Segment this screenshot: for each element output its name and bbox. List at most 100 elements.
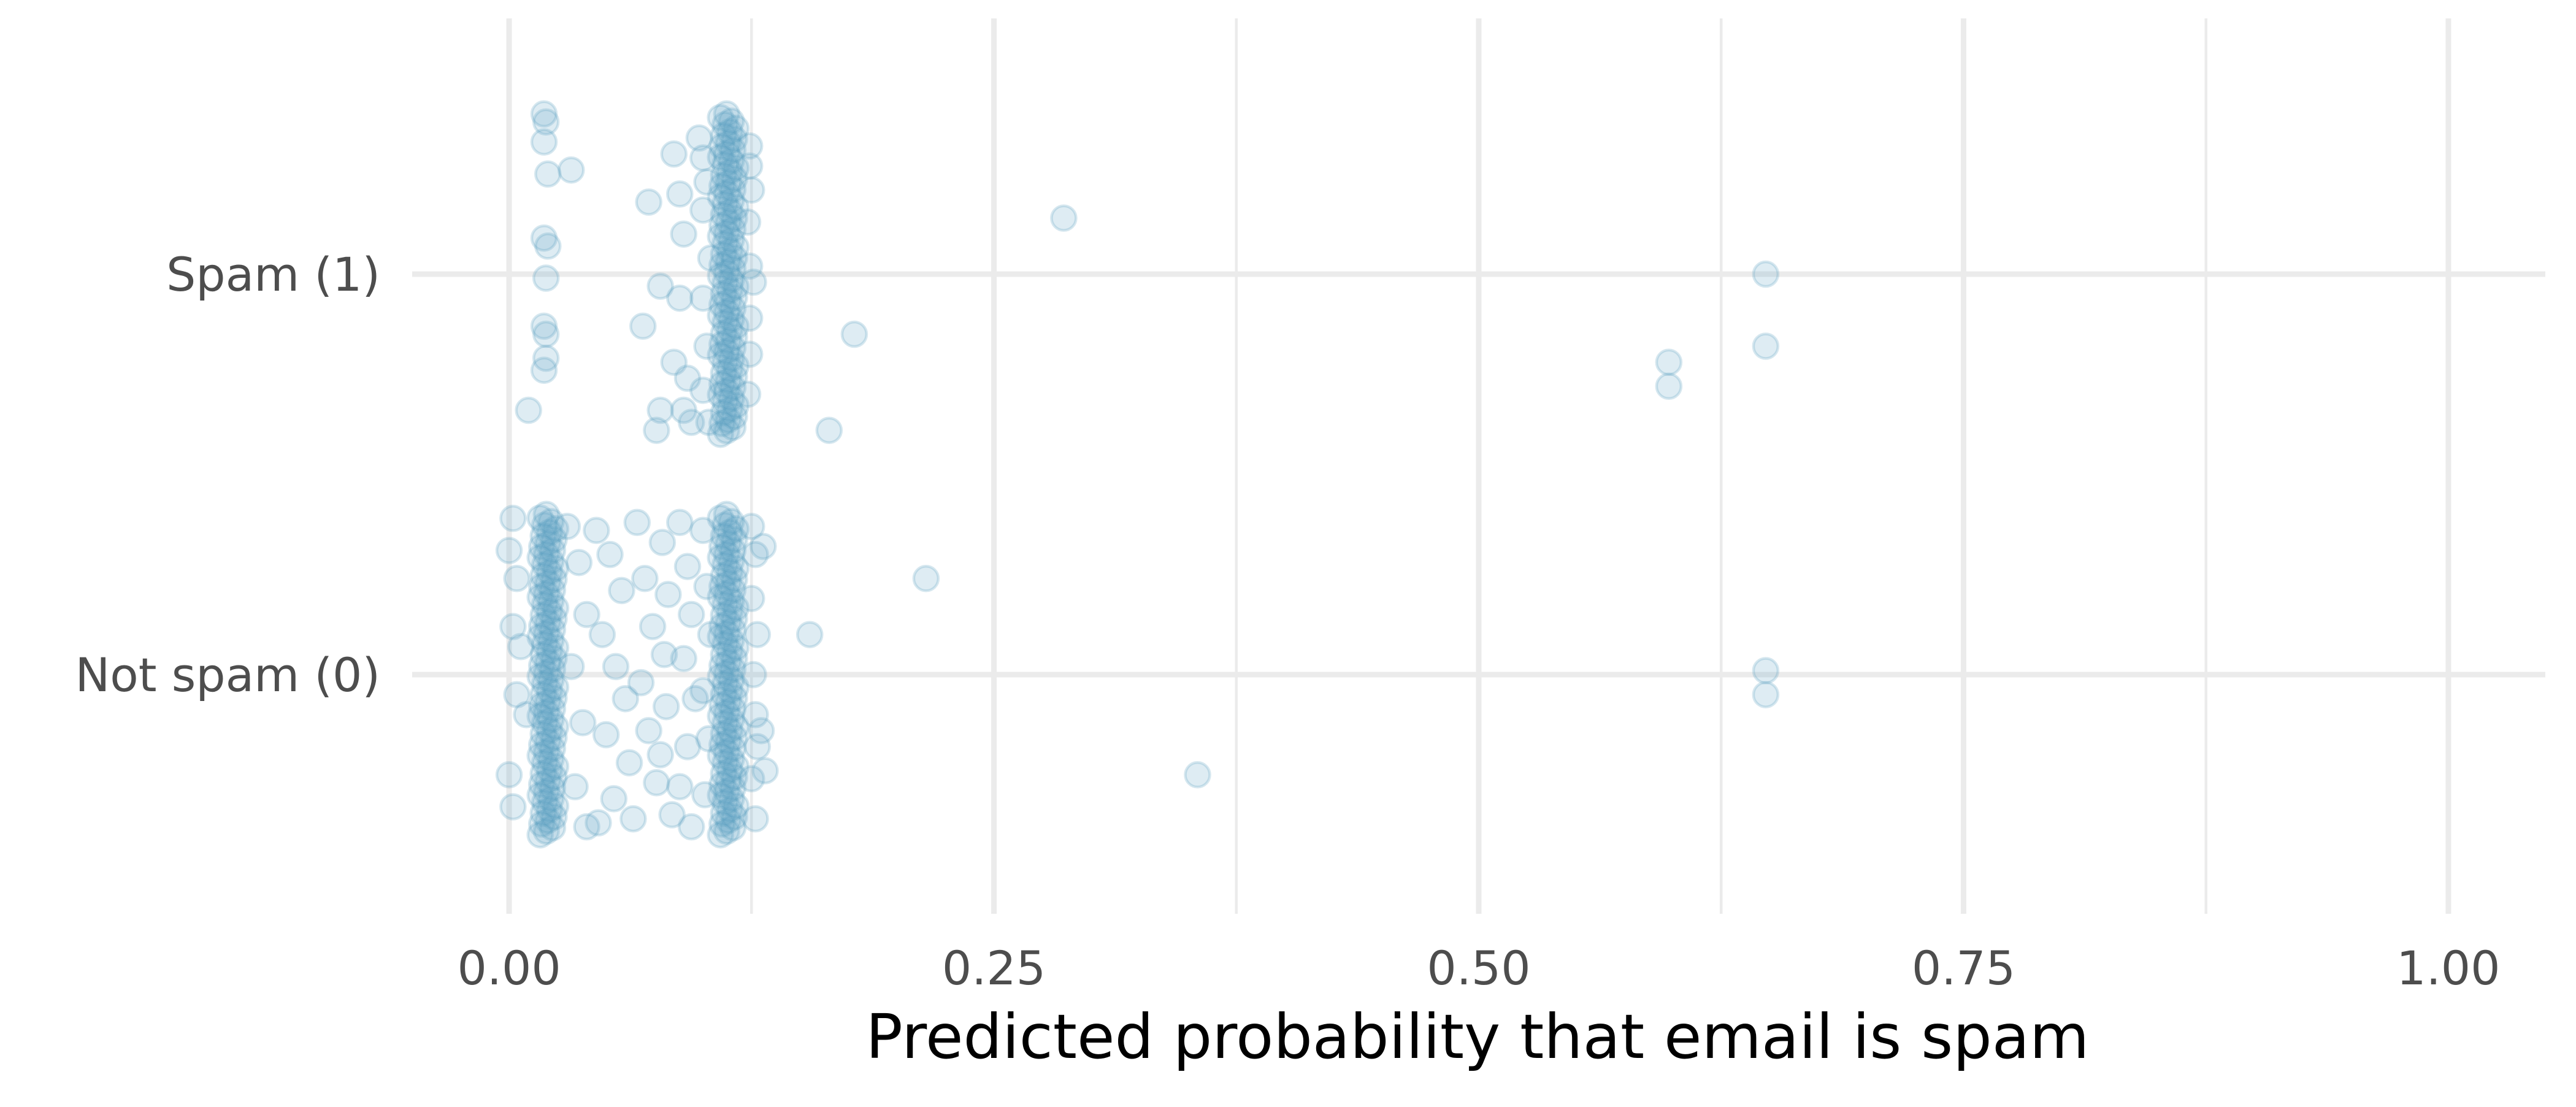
data-point xyxy=(513,701,540,729)
data-point xyxy=(532,738,561,766)
data-point xyxy=(715,169,742,196)
data-point xyxy=(715,366,742,394)
data-point xyxy=(531,511,559,539)
data-point xyxy=(534,232,562,260)
data-point xyxy=(721,402,748,431)
data-point xyxy=(711,511,739,539)
data-point xyxy=(1655,348,1683,376)
data-point xyxy=(719,735,747,762)
data-point xyxy=(718,706,745,734)
x-tick-label: 0.00 xyxy=(457,941,561,995)
data-point xyxy=(707,504,734,532)
data-point xyxy=(611,684,640,713)
data-point xyxy=(713,179,741,207)
data-point xyxy=(722,352,750,380)
data-point xyxy=(561,773,589,801)
data-point xyxy=(710,760,738,787)
data-point xyxy=(708,172,736,200)
data-point xyxy=(1752,260,1780,288)
data-point xyxy=(716,118,744,146)
data-point xyxy=(722,312,750,340)
data-point xyxy=(716,395,744,423)
data-point xyxy=(532,108,560,136)
data-point xyxy=(711,591,739,618)
data-point xyxy=(722,792,750,820)
x-axis-title: Predicted probability that email is spam xyxy=(866,1001,2090,1073)
data-point xyxy=(715,569,742,597)
data-point xyxy=(526,821,554,849)
data-point xyxy=(532,818,561,845)
data-point xyxy=(658,801,686,829)
data-point xyxy=(707,104,734,131)
x-tick-label: 0.25 xyxy=(942,941,1046,995)
data-point xyxy=(722,515,750,543)
data-point xyxy=(689,196,717,224)
data-point xyxy=(670,220,697,248)
data-point xyxy=(534,806,562,834)
data-point xyxy=(711,388,739,416)
data-point xyxy=(721,125,748,153)
data-point xyxy=(693,168,721,196)
data-point xyxy=(749,532,777,561)
data-point xyxy=(713,818,741,845)
data-point xyxy=(713,417,741,445)
data-point xyxy=(534,529,562,557)
data-point xyxy=(530,356,558,384)
data-point xyxy=(713,738,741,766)
data-point xyxy=(526,741,554,770)
data-point xyxy=(542,673,570,701)
data-point xyxy=(539,814,567,841)
data-point xyxy=(532,264,560,292)
data-point xyxy=(531,749,559,777)
data-point xyxy=(713,140,741,167)
data-point xyxy=(719,655,747,683)
data-point xyxy=(537,587,565,615)
data-point xyxy=(526,702,554,730)
data-point xyxy=(1050,204,1078,232)
data-point xyxy=(722,233,750,261)
data-point xyxy=(542,753,570,780)
data-point xyxy=(531,630,559,658)
data-point xyxy=(529,681,557,708)
data-point xyxy=(710,720,738,748)
data-point xyxy=(722,554,750,583)
data-point xyxy=(565,548,593,576)
data-point xyxy=(678,813,705,841)
data-point xyxy=(742,540,769,569)
data-point xyxy=(535,558,564,586)
data-point xyxy=(542,792,570,820)
data-point xyxy=(708,410,736,437)
data-point xyxy=(643,416,670,444)
data-point xyxy=(530,312,558,340)
data-point xyxy=(721,283,748,312)
data-point xyxy=(815,416,843,444)
data-point xyxy=(540,724,568,751)
data-point xyxy=(542,713,570,741)
data-point xyxy=(693,573,721,600)
data-point xyxy=(643,769,670,797)
data-point xyxy=(711,229,739,258)
data-point xyxy=(708,572,736,600)
data-point xyxy=(715,608,742,637)
points-layer xyxy=(495,100,1780,849)
data-point xyxy=(573,813,600,841)
data-point xyxy=(531,709,559,737)
data-point xyxy=(707,702,734,730)
data-point xyxy=(654,581,682,608)
data-point xyxy=(635,188,662,216)
data-point xyxy=(678,408,705,436)
data-point xyxy=(499,793,527,821)
data-point xyxy=(718,226,745,254)
data-point xyxy=(527,770,556,799)
data-point xyxy=(710,320,738,348)
data-point xyxy=(713,219,741,247)
data-point xyxy=(719,616,747,643)
data-point xyxy=(721,803,748,831)
data-point xyxy=(743,733,772,760)
data-point xyxy=(499,505,527,532)
data-point xyxy=(707,143,734,171)
data-point xyxy=(710,121,738,150)
data-point xyxy=(673,553,702,580)
